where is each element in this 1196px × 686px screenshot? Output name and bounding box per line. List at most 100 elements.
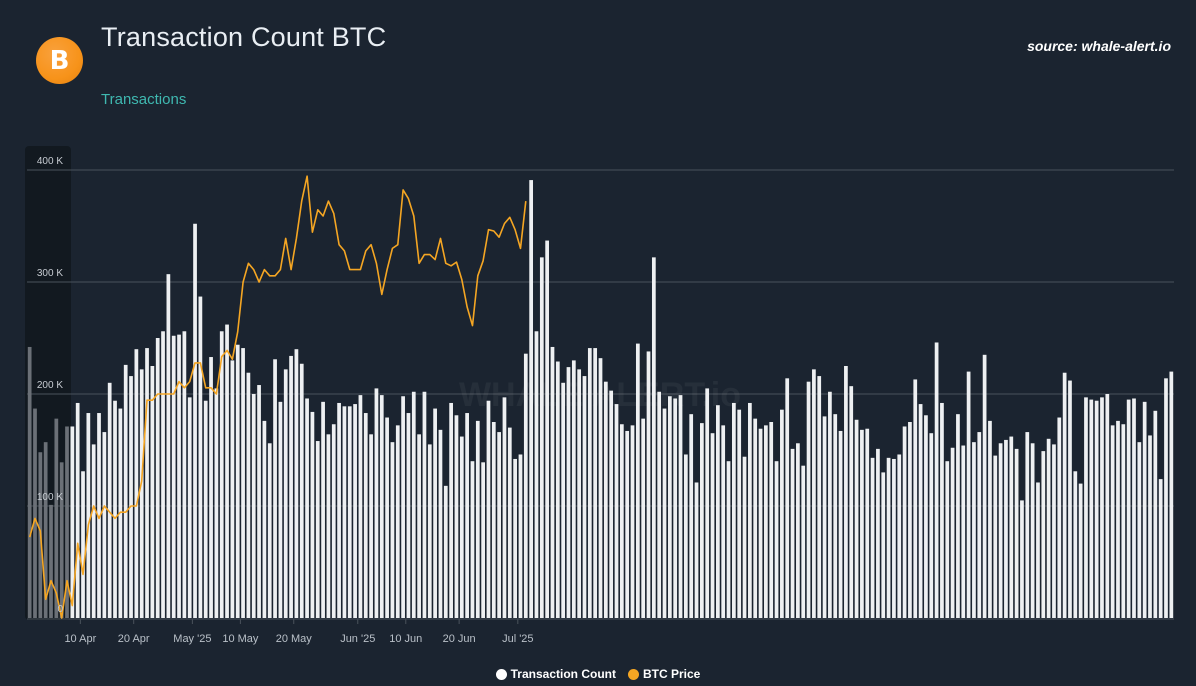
transaction-bar[interactable] (694, 482, 699, 618)
transaction-bar[interactable] (529, 180, 534, 618)
transaction-bar[interactable] (748, 402, 752, 618)
transaction-bar[interactable] (603, 381, 608, 618)
transaction-bar[interactable] (977, 432, 982, 618)
transaction-bar[interactable] (347, 406, 352, 618)
transaction-bar[interactable] (780, 409, 784, 618)
transaction-bar[interactable] (1126, 399, 1131, 618)
transaction-bar[interactable] (913, 379, 918, 618)
transaction-bar[interactable] (171, 335, 176, 618)
transaction-bar[interactable] (732, 402, 736, 618)
transaction-bar[interactable] (1089, 399, 1094, 618)
transaction-bar[interactable] (214, 388, 219, 618)
transaction-bar[interactable] (150, 366, 155, 618)
transaction-bar[interactable] (81, 471, 85, 618)
transaction-bar[interactable] (635, 343, 640, 618)
transaction-bar[interactable] (817, 376, 822, 618)
transaction-bar[interactable] (956, 414, 960, 618)
transaction-bar[interactable] (155, 338, 160, 618)
transaction-bar[interactable] (667, 396, 672, 618)
transaction-bar[interactable] (625, 430, 630, 618)
transaction-bar[interactable] (753, 418, 758, 618)
transaction-bar[interactable] (849, 386, 854, 618)
transaction-bar[interactable] (123, 364, 128, 618)
transaction-bar[interactable] (326, 434, 331, 618)
transaction-bar[interactable] (102, 432, 107, 618)
transaction-bar[interactable] (486, 400, 491, 618)
transaction-bar[interactable] (646, 351, 651, 618)
transaction-bar[interactable] (262, 420, 267, 618)
transaction-bar[interactable] (219, 331, 224, 618)
transaction-bar[interactable] (673, 398, 678, 618)
transaction-bar[interactable] (145, 348, 149, 618)
transaction-bar[interactable] (406, 413, 411, 618)
transaction-bar[interactable] (513, 458, 517, 618)
transaction-bar[interactable] (1009, 436, 1014, 618)
transaction-bar[interactable] (390, 442, 395, 618)
transaction-bar[interactable] (1084, 397, 1088, 618)
transaction-bar[interactable] (961, 445, 966, 618)
transaction-bar[interactable] (107, 382, 112, 618)
transaction-bar[interactable] (225, 324, 229, 618)
transaction-bar[interactable] (662, 408, 667, 618)
transaction-bar[interactable] (1132, 398, 1136, 618)
transaction-bar[interactable] (358, 395, 363, 618)
transaction-bar[interactable] (1020, 500, 1024, 618)
transaction-bar[interactable] (230, 360, 235, 618)
transaction-bar[interactable] (353, 404, 357, 618)
transaction-bar[interactable] (97, 413, 101, 618)
transaction-bar[interactable] (587, 348, 592, 618)
transaction-bar[interactable] (395, 425, 400, 618)
transaction-bar[interactable] (678, 395, 683, 618)
transaction-bar[interactable] (790, 448, 795, 618)
transaction-bar[interactable] (49, 504, 53, 618)
transaction-bar[interactable] (523, 353, 528, 618)
transaction-bar[interactable] (950, 447, 955, 618)
transaction-bar[interactable] (561, 382, 566, 618)
transaction-bar[interactable] (1036, 482, 1040, 618)
transaction-bar[interactable] (593, 348, 598, 618)
transaction-bar[interactable] (518, 454, 523, 618)
transaction-bar[interactable] (929, 433, 934, 618)
transaction-bar[interactable] (710, 433, 715, 618)
transaction-bar[interactable] (427, 444, 432, 618)
transaction-bar[interactable] (854, 419, 859, 618)
transaction-bar[interactable] (113, 400, 117, 618)
transaction-bar[interactable] (993, 455, 998, 618)
transaction-bar[interactable] (769, 422, 774, 618)
transaction-bar[interactable] (539, 257, 544, 618)
transaction-bar[interactable] (438, 429, 443, 618)
transaction-bar[interactable] (166, 274, 171, 618)
transaction-bar[interactable] (1041, 451, 1046, 618)
transaction-bar[interactable] (742, 456, 747, 618)
transaction-bar[interactable] (470, 461, 475, 618)
transaction-bar[interactable] (235, 344, 240, 618)
transaction-bar[interactable] (716, 405, 720, 618)
legend-item-transaction-count[interactable]: Transaction Count (495, 667, 616, 681)
transaction-bar[interactable] (91, 444, 96, 618)
transaction-bar[interactable] (657, 391, 662, 618)
transaction-bar[interactable] (507, 427, 512, 618)
transaction-bar[interactable] (267, 443, 272, 618)
transaction-bar[interactable] (294, 349, 299, 618)
transaction-bar[interactable] (59, 462, 64, 618)
transaction-bar[interactable] (246, 372, 251, 618)
transaction-bar[interactable] (1046, 438, 1051, 618)
transaction-bar[interactable] (860, 429, 864, 618)
transaction-bar[interactable] (299, 363, 304, 618)
transaction-bar[interactable] (1052, 444, 1056, 618)
transaction-bar[interactable] (828, 391, 832, 618)
transaction-bar[interactable] (1158, 479, 1163, 618)
transaction-bar[interactable] (683, 454, 688, 618)
transaction-bar[interactable] (844, 366, 848, 618)
transaction-bar[interactable] (764, 425, 768, 618)
transaction-bar[interactable] (689, 414, 694, 618)
transaction-bar[interactable] (812, 369, 816, 618)
transaction-bar[interactable] (806, 381, 811, 618)
transaction-bar[interactable] (449, 402, 453, 618)
transaction-bar[interactable] (273, 359, 277, 618)
transaction-bar[interactable] (86, 413, 91, 618)
transaction-bar[interactable] (555, 361, 560, 618)
transaction-bar[interactable] (65, 426, 69, 618)
transaction-bar[interactable] (379, 395, 384, 618)
transaction-bar[interactable] (182, 331, 187, 618)
